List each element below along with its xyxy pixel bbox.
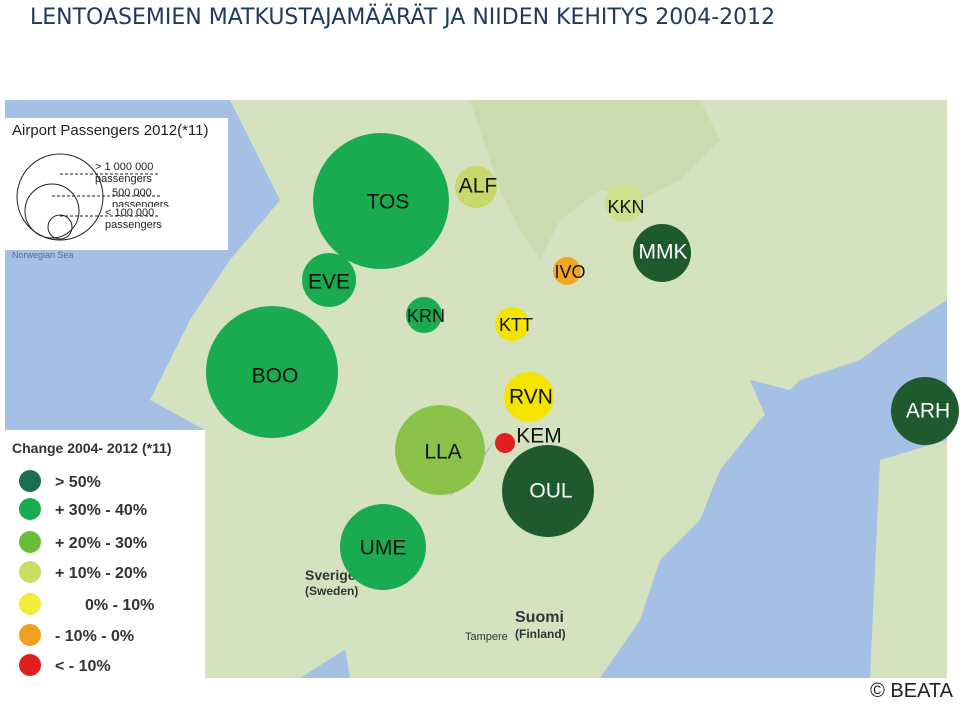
airport-label: MMK	[639, 241, 688, 264]
airport-label: OUL	[529, 480, 572, 503]
airport-label: TOS	[367, 191, 410, 214]
legend-title: Airport Passengers 2012(*11)	[12, 122, 209, 139]
airport-label: KRN	[407, 306, 445, 326]
footer: © BEATA	[870, 680, 954, 702]
airport-label: LLA	[424, 441, 461, 464]
legend-item: > 1 000 000 passengers	[95, 161, 154, 185]
country-label: (Sweden)	[305, 584, 358, 598]
airport-label: ARH	[906, 400, 950, 423]
legend-item: < - 10%	[55, 658, 111, 675]
title: LENTOASEMIEN MATKUSTAJAMÄÄRÄT JA NIIDEN …	[30, 4, 775, 30]
legend-item: + 20% - 30%	[55, 535, 147, 552]
airport-label: KEM	[516, 425, 562, 448]
airport-label: KTT	[499, 315, 533, 335]
change-legend: Change 2004- 2012 (*11) > 50% + 30% - 40…	[5, 430, 205, 678]
airport-label: KKN	[607, 197, 644, 217]
country-label: Sverige	[305, 567, 356, 583]
airport-label: ALF	[459, 175, 498, 198]
airport-label: BOO	[252, 365, 299, 388]
airport-label: RVN	[509, 386, 553, 409]
legend-item: < 100 000 passengers	[105, 207, 162, 231]
airports: TOS ALF KKN EVE IVO MMK KRN KTT BOO RVN …	[206, 133, 959, 590]
legend-item: - 10% - 0%	[55, 628, 134, 645]
country-label: Suomi	[515, 609, 564, 626]
country-label: (Finland)	[515, 627, 566, 641]
legend-item: + 10% - 20%	[55, 565, 147, 582]
airport-label: IVO	[554, 262, 585, 282]
legend-item: > 50%	[55, 474, 101, 491]
size-legend: Airport Passengers 2012(*11) > 1 000 000…	[5, 118, 228, 250]
legend-item: 0% - 10%	[85, 597, 154, 614]
airport-label: EVE	[308, 271, 350, 294]
airport-label: UME	[360, 537, 407, 560]
sea-label: Norwegian Sea	[12, 250, 74, 260]
legend-item: + 30% - 40%	[55, 502, 147, 519]
city-label: Tampere	[465, 631, 508, 643]
legend-title: Change 2004- 2012 (*11)	[12, 440, 172, 456]
legend-item: 500 000 passengers	[112, 187, 169, 207]
